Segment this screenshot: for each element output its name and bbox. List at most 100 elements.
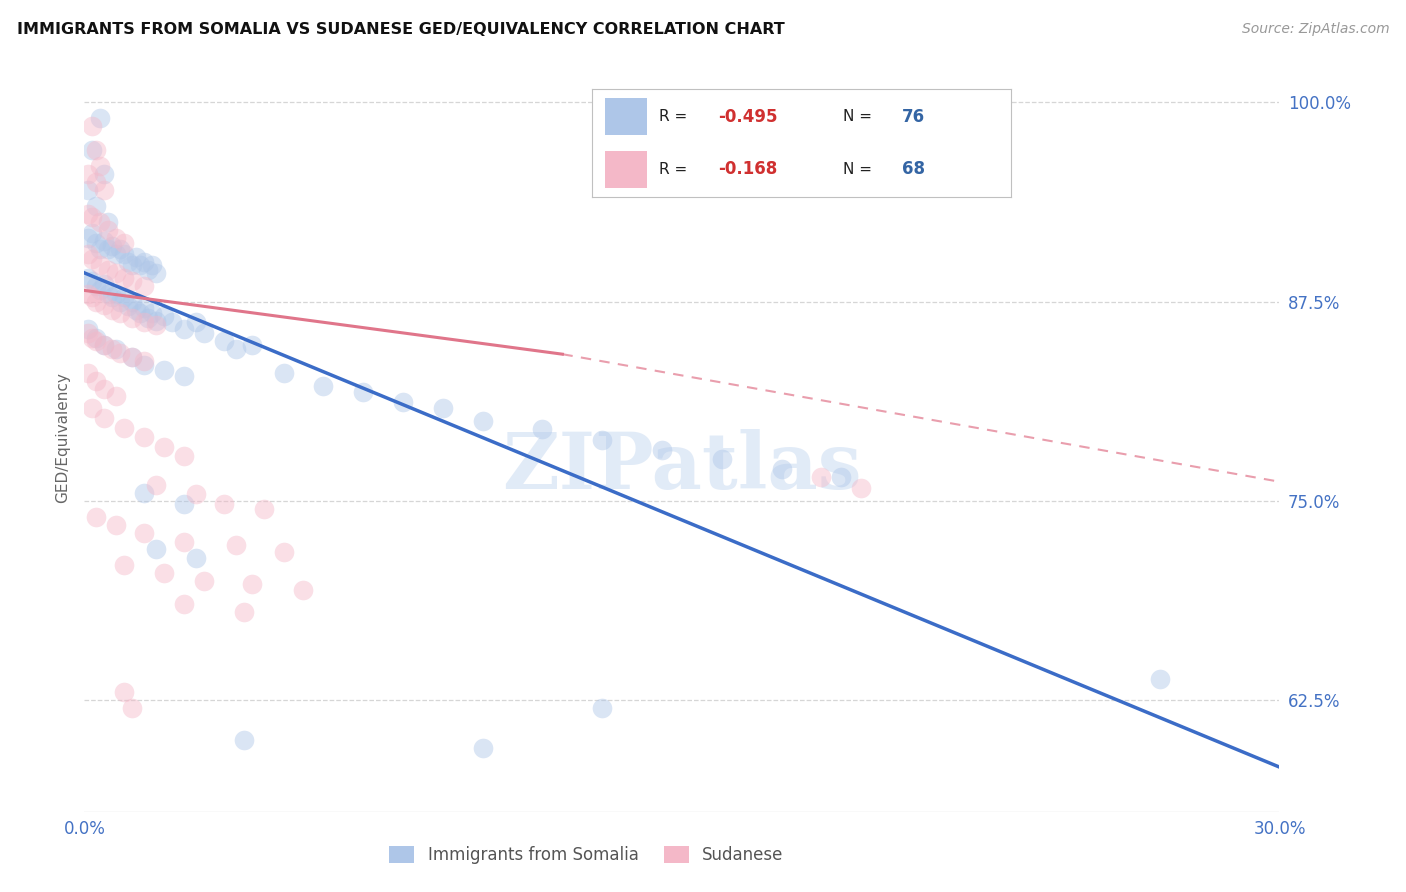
Point: [112, 246, 135, 260]
Point: [121, 351, 143, 365]
Point: [89, 242, 111, 256]
Point: [89, 112, 111, 126]
Point: [101, 343, 124, 357]
Point: [101, 239, 124, 253]
Point: [117, 299, 139, 313]
Point: [810, 470, 832, 484]
Point: [82, 210, 104, 224]
Point: [125, 302, 148, 317]
Point: [184, 487, 207, 501]
Point: [145, 478, 167, 492]
Point: [141, 306, 163, 320]
Point: [82, 290, 104, 304]
Point: [112, 235, 135, 250]
Point: [125, 250, 148, 264]
Point: [770, 462, 793, 476]
Point: [136, 310, 159, 325]
Point: [710, 452, 733, 467]
Point: [173, 535, 195, 549]
Point: [93, 167, 115, 181]
Point: [153, 309, 176, 323]
Point: [121, 258, 143, 272]
Point: [77, 321, 100, 335]
Point: [232, 733, 254, 747]
Point: [86, 331, 108, 345]
Point: [105, 246, 128, 260]
Point: [392, 395, 415, 409]
Point: [225, 539, 247, 553]
Point: [77, 286, 100, 301]
Point: [110, 345, 132, 359]
Text: IMMIGRANTS FROM SOMALIA VS SUDANESE GED/EQUIVALENCY CORRELATION CHART: IMMIGRANTS FROM SOMALIA VS SUDANESE GED/…: [17, 22, 785, 37]
Point: [86, 235, 108, 250]
Point: [97, 215, 120, 229]
Point: [82, 119, 104, 133]
Point: [830, 470, 852, 484]
Point: [352, 385, 374, 400]
Point: [173, 449, 195, 463]
Point: [97, 242, 120, 256]
Point: [93, 337, 115, 351]
Point: [93, 337, 115, 351]
Point: [121, 310, 143, 325]
Point: [153, 363, 176, 377]
Point: [110, 294, 132, 309]
Point: [253, 501, 276, 516]
Point: [112, 685, 135, 699]
Point: [117, 254, 139, 268]
Point: [97, 286, 120, 301]
Point: [89, 258, 111, 272]
Point: [153, 566, 176, 580]
Point: [86, 278, 108, 293]
Point: [173, 321, 195, 335]
Point: [97, 262, 120, 277]
Point: [129, 306, 152, 320]
Point: [240, 576, 263, 591]
Point: [292, 583, 315, 598]
Point: [86, 175, 108, 189]
Point: [121, 351, 143, 365]
Point: [132, 525, 156, 540]
Point: [105, 389, 128, 403]
Point: [591, 434, 613, 448]
Y-axis label: GED/Equivalency: GED/Equivalency: [55, 372, 70, 502]
Point: [93, 183, 115, 197]
Point: [77, 367, 100, 381]
Point: [121, 701, 143, 715]
Point: [101, 302, 124, 317]
Point: [232, 606, 254, 620]
Point: [225, 343, 247, 357]
Point: [77, 326, 100, 341]
Point: [173, 497, 195, 511]
Point: [132, 254, 156, 268]
Point: [112, 270, 135, 285]
Point: [145, 314, 167, 328]
Point: [93, 234, 115, 248]
Point: [77, 207, 100, 221]
Point: [136, 262, 159, 277]
Point: [471, 741, 494, 756]
Point: [105, 266, 128, 280]
Point: [212, 334, 235, 349]
Point: [184, 551, 207, 566]
Text: Source: ZipAtlas.com: Source: ZipAtlas.com: [1241, 22, 1389, 37]
Point: [173, 598, 195, 612]
Point: [591, 701, 613, 715]
Point: [105, 231, 128, 245]
Point: [273, 367, 295, 381]
Point: [212, 497, 235, 511]
Point: [82, 401, 104, 416]
Point: [101, 290, 124, 304]
Point: [132, 278, 156, 293]
Point: [141, 258, 163, 272]
Point: [153, 440, 176, 454]
Point: [86, 374, 108, 388]
Point: [77, 246, 100, 260]
Point: [145, 541, 167, 556]
Point: [193, 326, 215, 341]
Point: [97, 223, 120, 237]
Point: [105, 286, 128, 301]
Point: [77, 231, 100, 245]
Point: [77, 270, 100, 285]
Point: [145, 266, 167, 280]
